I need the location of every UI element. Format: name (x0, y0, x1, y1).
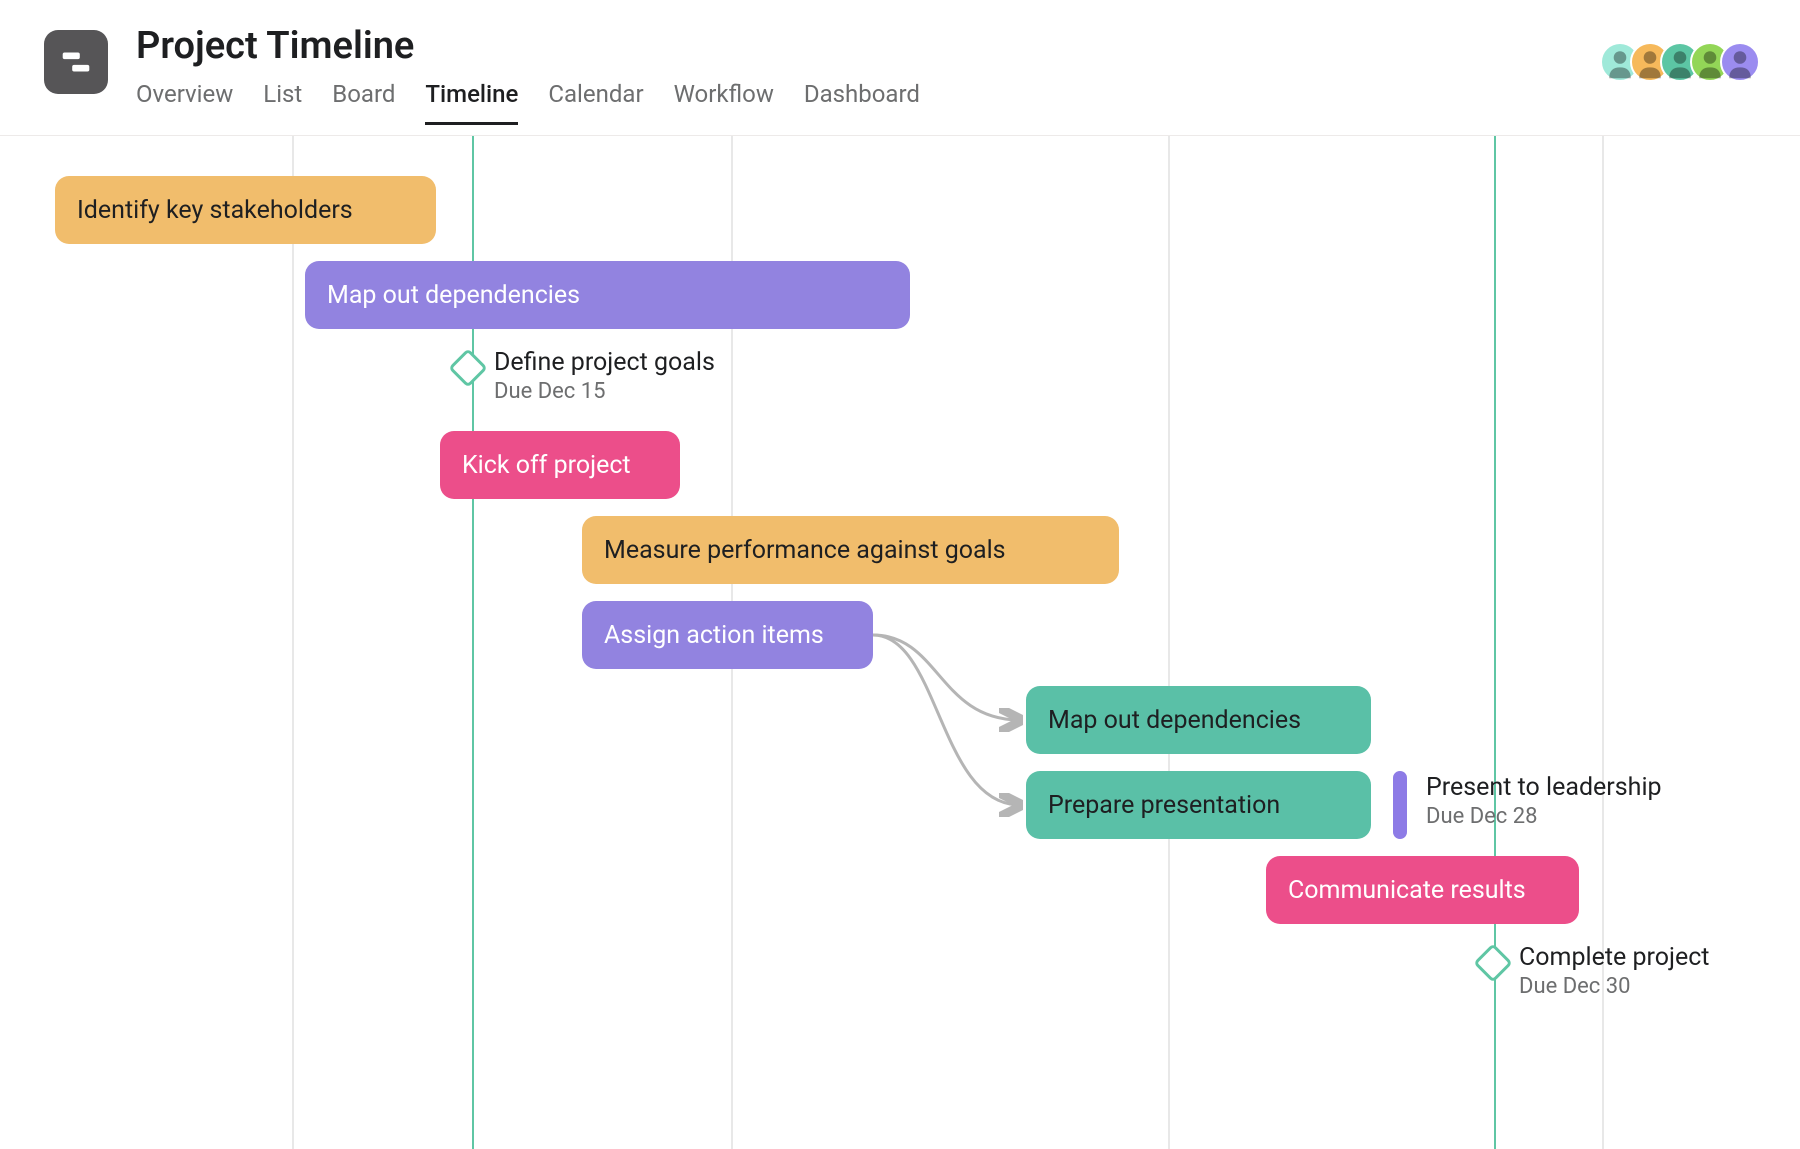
task-label: Identify key stakeholders (77, 196, 353, 225)
task-label: Assign action items (604, 621, 824, 650)
timeline-gridline (292, 136, 294, 1149)
milestone-due: Due Dec 30 (1519, 974, 1710, 999)
milestone-complete[interactable]: Complete project Due Dec 30 (1479, 943, 1710, 999)
milestone-marker-present[interactable] (1393, 771, 1407, 839)
task-bar-map-deps-1[interactable]: Map out dependencies (305, 261, 910, 329)
milestone-title: Define project goals (494, 348, 715, 377)
timeline-canvas[interactable]: Identify key stakeholders Map out depende… (0, 136, 1800, 1149)
dependency-arrow (873, 635, 1020, 805)
task-label: Map out dependencies (1048, 706, 1301, 735)
milestone-present[interactable]: Present to leadership Due Dec 28 (1426, 773, 1662, 829)
milestone-diamond-icon (448, 348, 488, 388)
task-label: Measure performance against goals (604, 536, 1006, 565)
project-icon (44, 30, 108, 94)
milestone-title: Complete project (1519, 943, 1710, 972)
task-bar-communicate[interactable]: Communicate results (1266, 856, 1579, 924)
task-bar-kickoff[interactable]: Kick off project (440, 431, 680, 499)
task-bar-map-deps-2[interactable]: Map out dependencies (1026, 686, 1371, 754)
project-title: Project Timeline (136, 24, 1756, 70)
tab-calendar[interactable]: Calendar (548, 80, 643, 125)
timeline-gridline (1168, 136, 1170, 1149)
task-bar-prepare[interactable]: Prepare presentation (1026, 771, 1371, 839)
header-main: Project Timeline Overview List Board Timeli… (136, 24, 1756, 125)
avatar[interactable] (1720, 42, 1760, 82)
task-label: Prepare presentation (1048, 791, 1280, 820)
tab-list[interactable]: List (263, 80, 302, 125)
tab-overview[interactable]: Overview (136, 80, 233, 125)
collaborator-avatars (1610, 42, 1760, 82)
dependency-arrow (873, 635, 1020, 720)
task-bar-measure[interactable]: Measure performance against goals (582, 516, 1119, 584)
page-header: Project Timeline Overview List Board Timeli… (0, 0, 1800, 136)
tab-dashboard[interactable]: Dashboard (804, 80, 920, 125)
milestone-text: Define project goals Due Dec 15 (494, 348, 715, 404)
task-label: Communicate results (1288, 876, 1526, 905)
tab-board[interactable]: Board (332, 80, 395, 125)
milestone-define-goals[interactable]: Define project goals Due Dec 15 (454, 348, 715, 404)
task-bar-assign[interactable]: Assign action items (582, 601, 873, 669)
task-label: Map out dependencies (327, 281, 580, 310)
milestone-diamond-icon (1473, 943, 1513, 983)
milestone-due: Due Dec 15 (494, 379, 715, 404)
milestone-text: Complete project Due Dec 30 (1519, 943, 1710, 999)
timeline-logo-icon (57, 43, 95, 81)
milestone-title: Present to leadership (1426, 773, 1662, 802)
milestone-due: Due Dec 28 (1426, 804, 1662, 829)
tab-bar: Overview List Board Timeline Calendar Workflo… (136, 80, 1756, 125)
tab-timeline[interactable]: Timeline (425, 80, 518, 125)
task-label: Kick off project (462, 451, 631, 480)
task-bar-stakeholders[interactable]: Identify key stakeholders (55, 176, 436, 244)
tab-workflow[interactable]: Workflow (674, 80, 774, 125)
